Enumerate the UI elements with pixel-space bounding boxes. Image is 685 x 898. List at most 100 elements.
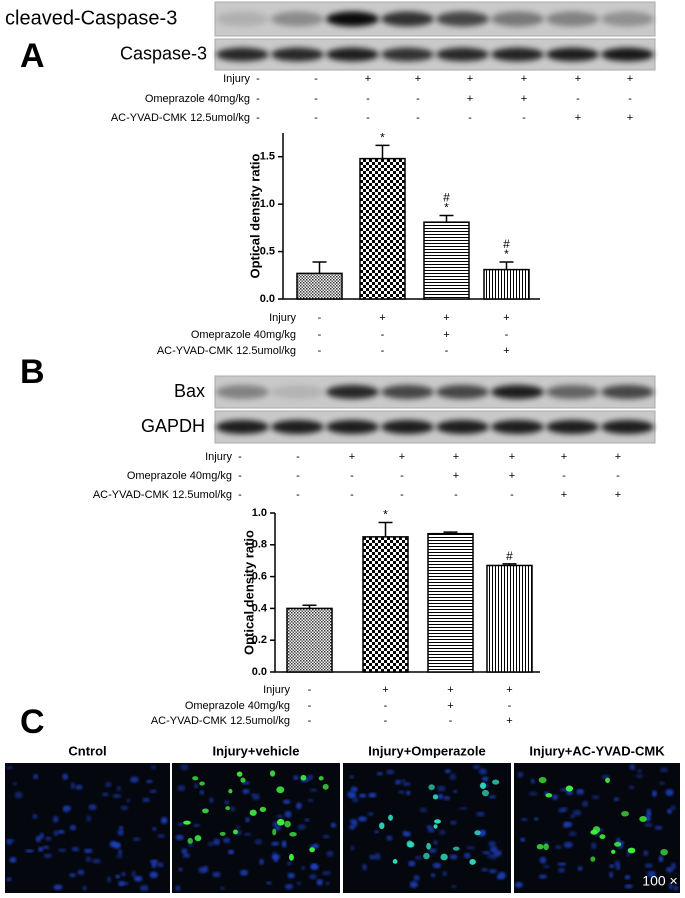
nucleus [14, 791, 23, 799]
nucleus [182, 853, 191, 859]
treatment-sign: - [318, 312, 322, 324]
positive-cell [452, 846, 460, 851]
nucleus [307, 774, 314, 781]
nucleus [386, 769, 395, 775]
positive-cell [492, 779, 500, 785]
nucleus [175, 834, 184, 841]
nucleus [520, 837, 526, 842]
treatment-sign: - [384, 700, 388, 712]
nucleus [276, 814, 284, 818]
nucleus [132, 837, 141, 841]
nucleus [591, 842, 597, 850]
significance-mark: * [504, 247, 509, 261]
positive-cell [545, 793, 553, 798]
nucleus [438, 829, 446, 835]
nucleus [304, 818, 310, 822]
blot-band [601, 47, 654, 62]
treatment-sign: - [308, 715, 312, 727]
nucleus [230, 806, 236, 812]
treatment-sign: - [318, 329, 322, 341]
nucleus [307, 798, 314, 803]
y-tick-label: 0.4 [252, 602, 268, 614]
nucleus [146, 779, 153, 783]
nucleus [180, 763, 189, 771]
treatment-sign: - [454, 489, 458, 501]
positive-cell [565, 785, 574, 792]
bar [486, 564, 533, 673]
positive-cell [183, 820, 191, 825]
nucleus [149, 789, 157, 794]
nucleus [193, 823, 200, 827]
treatment-sign: - [350, 470, 354, 482]
treatment-sign: + [467, 73, 473, 85]
nucleus [430, 873, 436, 878]
band-label: cleaved-Caspase-3 [5, 7, 177, 29]
blot-band [326, 47, 379, 62]
positive-cell [611, 849, 616, 854]
micrograph-title: Injury+AC-YVAD-CMK [529, 743, 665, 758]
treatment-sign: - [628, 93, 632, 105]
error-bar [375, 144, 390, 159]
treatment-sign: - [256, 73, 260, 85]
nucleus [442, 871, 447, 877]
nucleus [402, 831, 411, 837]
nucleus [557, 862, 567, 866]
nucleus [45, 836, 52, 841]
nucleus [213, 838, 221, 846]
nucleus [408, 860, 416, 867]
nucleus [564, 821, 573, 828]
nucleus [284, 883, 294, 890]
nucleus [488, 840, 496, 847]
positive-cell [621, 810, 629, 817]
blot-band [546, 384, 599, 400]
treatment-sign: + [521, 73, 527, 85]
nucleus [6, 838, 15, 843]
nucleus [126, 798, 131, 803]
nucleus [6, 877, 12, 882]
treatment-label: AC-YVAD-CMK 12.5umol/kg [157, 345, 296, 357]
nucleus [572, 809, 582, 816]
error-bar [378, 521, 393, 537]
nucleus [432, 862, 442, 869]
nucleus [177, 822, 185, 827]
treatment-sign: + [443, 329, 449, 341]
nucleus [115, 874, 121, 879]
nucleus [413, 875, 420, 881]
blot-band [326, 384, 379, 400]
nucleus [443, 795, 451, 801]
treatment-sign: + [503, 312, 509, 324]
nucleus [181, 848, 188, 855]
positive-cell [276, 786, 285, 794]
positive-cell [423, 852, 430, 860]
nucleus [115, 854, 123, 859]
bar [423, 221, 470, 300]
nucleus [591, 795, 600, 800]
nucleus [670, 805, 676, 811]
nucleus [459, 806, 468, 811]
nucleus [297, 824, 306, 830]
blot-band [381, 11, 434, 27]
positive-cell [202, 808, 209, 814]
nucleus [330, 822, 337, 828]
nucleus [643, 850, 649, 857]
positive-cell [480, 782, 487, 789]
treatment-sign: - [296, 489, 300, 501]
blot-band [381, 384, 434, 400]
blot-band [326, 11, 379, 27]
nucleus [628, 785, 635, 790]
nucleus [101, 792, 109, 797]
nucleus [395, 779, 402, 785]
blot-band [546, 419, 599, 435]
nucleus [322, 834, 330, 839]
nucleus [224, 800, 229, 805]
nucleus [673, 885, 679, 891]
nucleus [118, 849, 123, 856]
y-tick-label: 1.0 [260, 198, 275, 210]
nucleus [287, 861, 292, 866]
nucleus [444, 769, 451, 774]
positive-cell [469, 859, 476, 865]
nucleus [539, 856, 547, 864]
nucleus [193, 783, 199, 789]
positive-cell [605, 777, 610, 783]
nucleus [453, 789, 458, 794]
